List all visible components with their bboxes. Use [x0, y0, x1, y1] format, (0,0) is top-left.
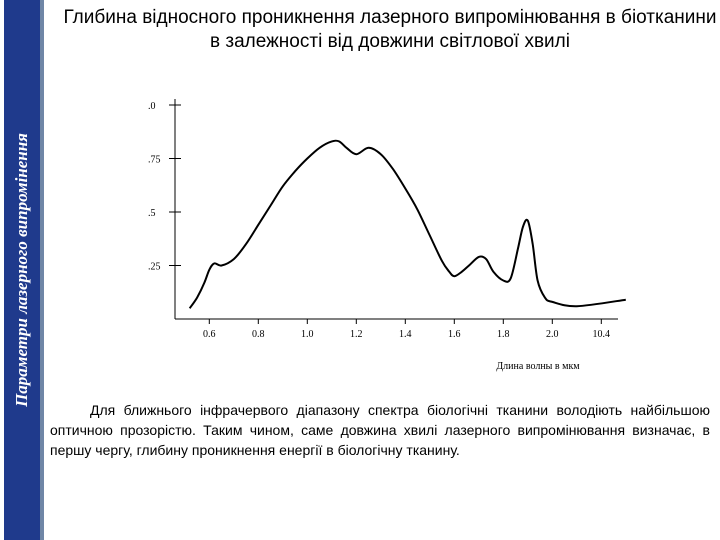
y-tick-label: .0 [148, 101, 156, 112]
x-tick-label: 2.0 [546, 329, 559, 340]
side-title: Параметри лазерного випромінення [12, 133, 31, 407]
penetration-depth-chart: .25 .5 .75 .0 0.6 0.8 1.0 1.2 1.4 1.6 1.8 2.0 10.4 Дл… [148, 99, 626, 372]
x-tick-label: 1.0 [301, 329, 314, 340]
y-tick-label: .75 [148, 155, 161, 166]
description-paragraph: Для ближнього інфрачервого діапазону спе… [50, 402, 710, 458]
side-rail [40, 0, 44, 540]
x-tick-label: 1.6 [448, 329, 461, 340]
y-tick-label: .25 [148, 262, 161, 273]
x-axis-label: Длина волны в мкм [496, 361, 580, 372]
series-line [188, 139, 626, 309]
x-tick-label: 1.2 [350, 329, 363, 340]
x-tick-label: 10.4 [593, 329, 611, 340]
x-tick-label: 0.6 [203, 329, 216, 340]
x-tick-label: 1.8 [497, 329, 510, 340]
side-band: Параметри лазерного випромінення [0, 0, 46, 540]
side-bar [4, 0, 40, 540]
x-tick-label: 0.8 [252, 329, 264, 340]
y-tick-label: .5 [148, 208, 156, 219]
x-tick-label: 1.4 [399, 329, 412, 340]
slide-title: Глибина відносного проникнення лазерного… [63, 7, 717, 52]
